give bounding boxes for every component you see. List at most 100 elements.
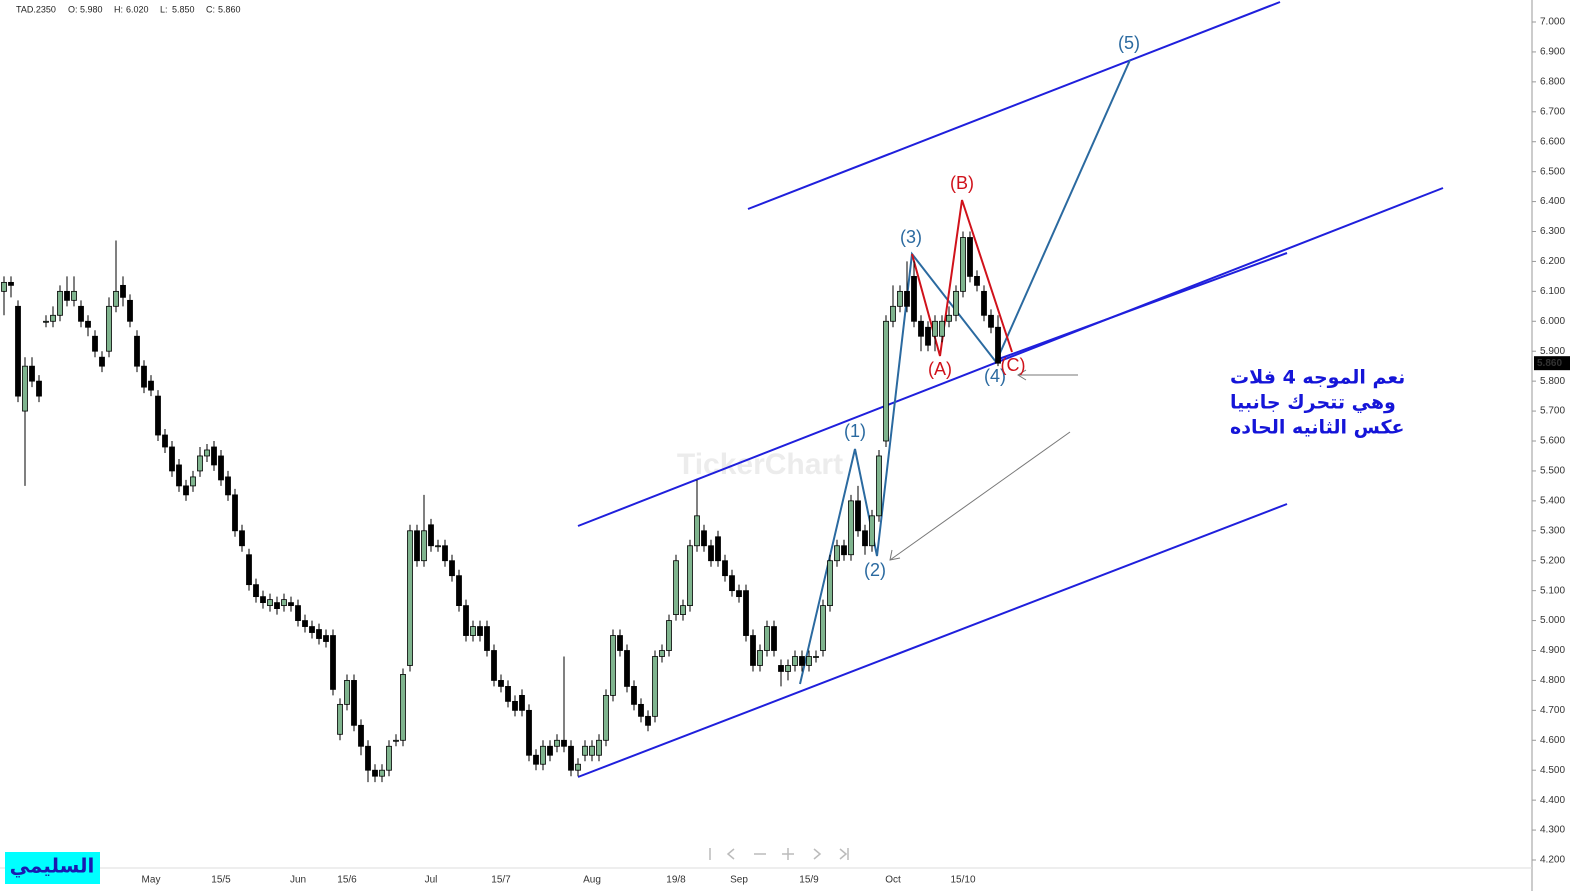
candle-body	[99, 356, 105, 367]
x-tick-label: Oct	[885, 875, 901, 886]
trend-line	[577, 503, 1288, 778]
field-value: 5.850	[172, 4, 195, 14]
y-tick-label: 5.400	[1540, 495, 1565, 506]
candle-body	[547, 745, 553, 756]
candle-body	[351, 680, 357, 726]
candle-body	[148, 380, 154, 391]
candle-body	[344, 680, 350, 705]
candle-body	[708, 545, 714, 562]
candle-body	[778, 665, 784, 672]
wave-label: (4)	[984, 366, 1006, 386]
candle-body	[155, 395, 161, 436]
candle-body	[764, 626, 770, 651]
candle-body	[211, 446, 217, 466]
candle-body	[540, 745, 546, 765]
candle-body	[519, 694, 525, 711]
candle-body	[281, 599, 287, 607]
y-tick-label: 4.700	[1540, 705, 1565, 716]
channel-lines	[577, 1, 1444, 778]
y-tick-label: 6.300	[1540, 226, 1565, 237]
y-tick-label: 5.200	[1540, 555, 1565, 566]
candle-body	[981, 290, 987, 316]
candle-body	[617, 635, 623, 651]
candle-body	[575, 763, 581, 771]
candle-body	[897, 290, 903, 307]
candle-body	[785, 665, 791, 672]
field-name: O:	[68, 4, 78, 14]
candle-body	[862, 530, 868, 547]
y-tick-label: 4.400	[1540, 795, 1565, 806]
candle-body	[911, 275, 917, 322]
candle-body	[876, 455, 882, 517]
candle-body	[421, 530, 427, 562]
candle-body	[687, 545, 693, 607]
candle-body	[456, 575, 462, 607]
candle-body	[610, 635, 616, 696]
x-tick-label: 19/8	[666, 875, 686, 886]
x-tick-label: Jul	[425, 875, 438, 886]
candle-body	[50, 314, 56, 322]
candle-body	[505, 686, 511, 702]
x-tick-label: 15/9	[799, 875, 819, 886]
y-tick-label: 6.100	[1540, 286, 1565, 297]
field-name: L:	[160, 4, 168, 14]
note-line: وهي تتحرك جانبيا	[1230, 392, 1396, 414]
candle-body	[827, 560, 833, 607]
candle-body	[589, 745, 595, 756]
candle-body	[274, 602, 280, 609]
candle-body	[442, 545, 448, 562]
candle-body	[204, 449, 210, 457]
candle-body	[85, 320, 91, 328]
candle-body	[134, 335, 140, 367]
candle-body	[106, 305, 112, 352]
candle-body	[953, 290, 959, 316]
candle-body	[603, 694, 609, 741]
y-tick-label: 5.300	[1540, 525, 1565, 536]
candle-body	[92, 335, 98, 352]
candle-body	[491, 650, 497, 681]
candle-body	[743, 590, 749, 636]
candle-body	[533, 754, 539, 765]
corrective-label: (A)	[928, 359, 952, 379]
candle-body	[15, 305, 21, 397]
candle-body	[337, 703, 343, 735]
field-value: 5.860	[218, 4, 241, 14]
candle-body	[701, 530, 707, 547]
candle-body	[715, 536, 721, 562]
x-tick-label: 15/6	[337, 875, 357, 886]
arrow-head	[1017, 369, 1027, 381]
candle-body	[967, 237, 973, 277]
candle-body	[512, 700, 518, 711]
candle-body	[232, 494, 238, 532]
symbol: TAD.2350	[16, 4, 56, 14]
candle-body	[8, 281, 14, 286]
x-tick-label: 15/10	[950, 875, 975, 886]
candle-body	[939, 320, 945, 337]
candle-body	[162, 434, 168, 448]
nav-controls	[709, 848, 849, 860]
candle-body	[449, 560, 455, 577]
y-tick-label: 7.000	[1540, 17, 1565, 28]
candle-body	[631, 686, 637, 705]
candle-body	[855, 500, 861, 532]
y-tick-label: 5.900	[1540, 346, 1565, 357]
x-tick-label: 15/5	[211, 875, 231, 886]
candle-body	[267, 599, 273, 607]
y-tick-label: 6.500	[1540, 166, 1565, 177]
candle-body	[358, 724, 364, 747]
candle-body	[36, 380, 42, 397]
candle-body	[568, 745, 574, 771]
candle-body	[498, 680, 504, 687]
candle-body	[407, 530, 413, 666]
candle-body	[694, 515, 700, 547]
y-tick-label: 4.500	[1540, 765, 1565, 776]
candle-body	[890, 305, 896, 322]
candle-body	[848, 500, 854, 556]
candle-body	[57, 290, 63, 316]
candle-body	[71, 290, 77, 301]
candle-body	[904, 290, 910, 307]
candle-body	[470, 626, 476, 636]
corrective-label: (B)	[950, 173, 974, 193]
note-line: نعم الموجه 4 فلات	[1230, 367, 1405, 389]
